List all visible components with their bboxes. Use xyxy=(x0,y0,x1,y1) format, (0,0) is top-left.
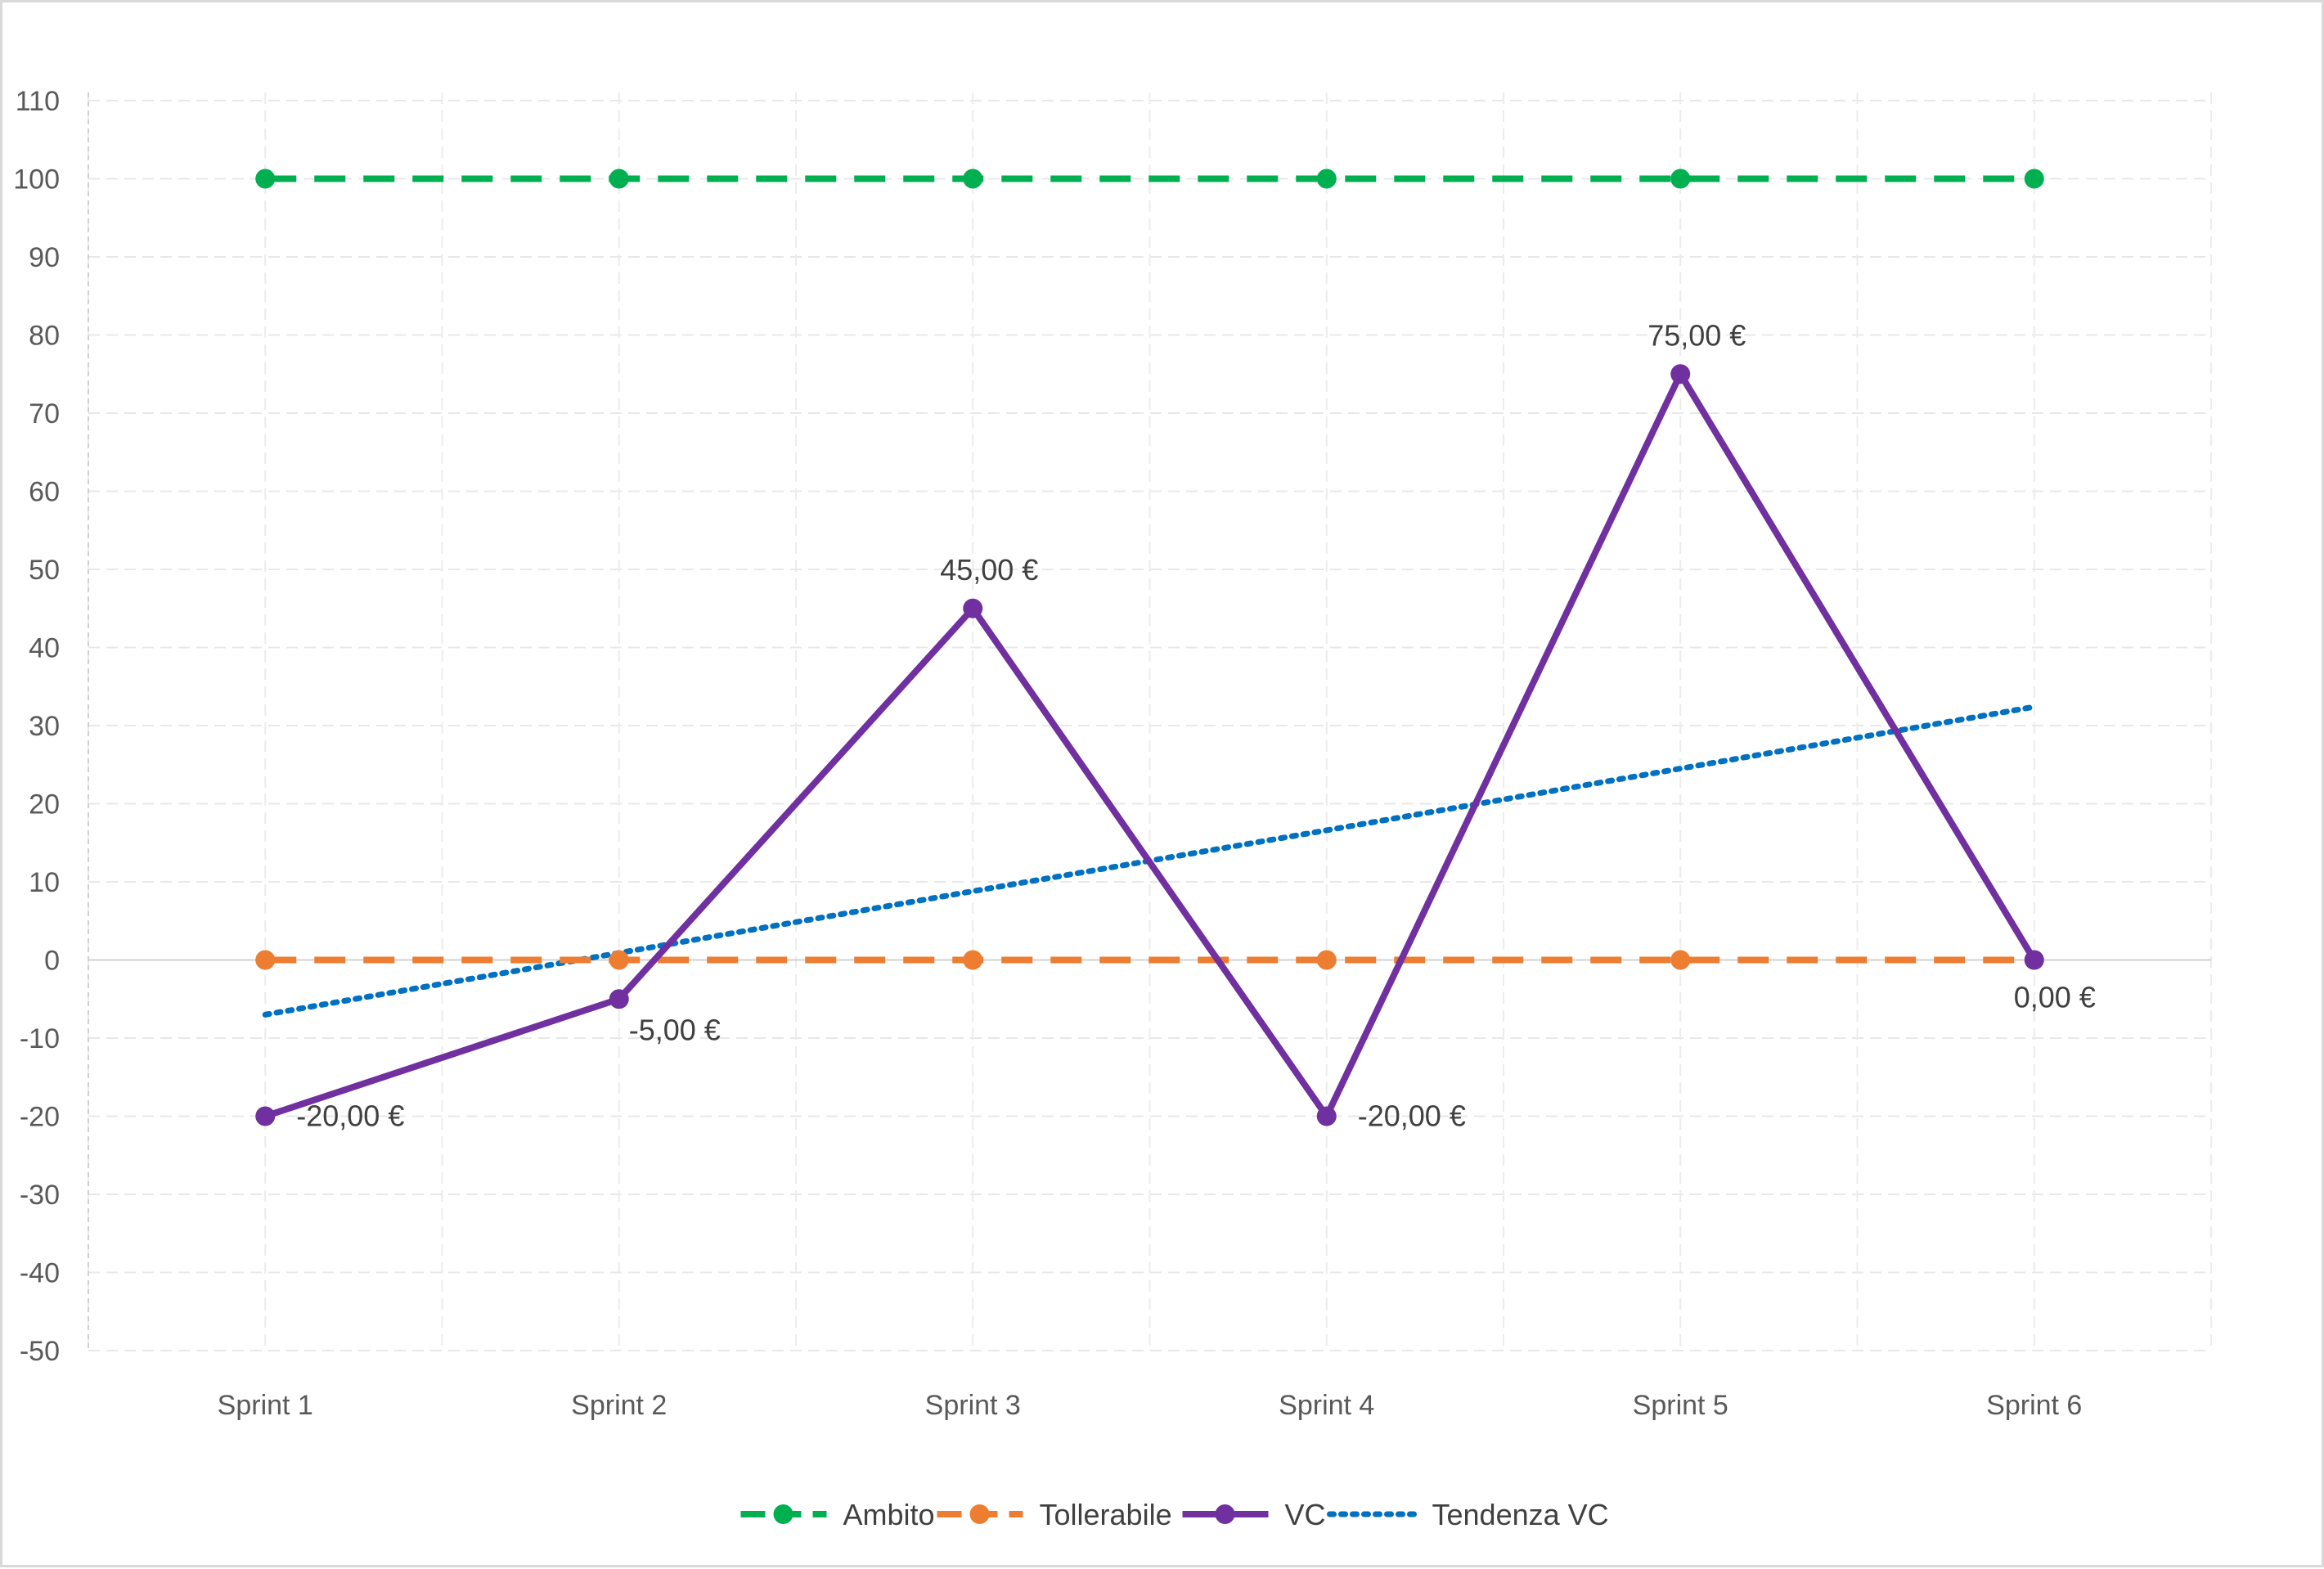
data-point xyxy=(609,950,629,970)
legend-label: Tendenza VC xyxy=(1432,1498,1609,1531)
y-tick-label: 110 xyxy=(16,86,60,117)
y-tick-label: 10 xyxy=(29,867,60,898)
legend-item-tollerabile: Tollerabile xyxy=(937,1498,1172,1531)
data-point xyxy=(1670,950,1691,970)
y-tick-label: -50 xyxy=(20,1336,60,1367)
y-tick-label: 0 xyxy=(44,946,60,977)
y-tick-label: 70 xyxy=(29,398,60,429)
data-point xyxy=(609,989,629,1009)
data-point xyxy=(255,169,276,189)
y-tick-label: 100 xyxy=(13,164,60,196)
y-tick-label: 40 xyxy=(29,633,60,664)
legend-label: Ambito xyxy=(843,1498,935,1531)
series-line-vc xyxy=(263,371,2038,1120)
data-point xyxy=(963,598,983,618)
legend-item-ambito: Ambito xyxy=(740,1498,935,1531)
axes: 1101009080706050403020100-10-20-30-40-50… xyxy=(13,86,2211,1421)
data-point xyxy=(255,950,276,970)
data-label: -20,00 € xyxy=(1358,1099,1466,1133)
data-label: 0,00 € xyxy=(2014,981,2096,1014)
data-point xyxy=(1316,950,1337,970)
legend-item-tendenza-vc: Tendenza VC xyxy=(1327,1498,1609,1531)
y-tick-label: 50 xyxy=(29,555,60,586)
data-point xyxy=(963,950,983,970)
legend-marker xyxy=(773,1504,793,1524)
data-labels: -20,00 € -5,00 € 45,00 € -20,00 € 75,00 € 0,0… xyxy=(296,318,2096,1132)
y-tick-label: 90 xyxy=(29,242,60,273)
data-point xyxy=(2024,950,2044,970)
y-tick-label: 60 xyxy=(29,477,60,508)
y-tick-label: 20 xyxy=(29,789,60,820)
data-point xyxy=(2024,169,2044,189)
y-tick-label: -30 xyxy=(20,1180,60,1211)
data-point xyxy=(1670,364,1691,384)
data-label: 45,00 € xyxy=(940,553,1038,587)
y-tick-label: -20 xyxy=(20,1102,60,1133)
data-label: -5,00 € xyxy=(629,1013,721,1046)
legend: Ambito Tollerabile VC Tendenza VC xyxy=(740,1498,1609,1531)
data-point xyxy=(609,169,629,189)
y-tick-label: 80 xyxy=(29,321,60,352)
data-point xyxy=(963,169,983,189)
legend-item-vc: VC xyxy=(1182,1498,1326,1531)
legend-label: Tollerabile xyxy=(1040,1498,1172,1531)
series xyxy=(255,169,2044,1126)
data-point xyxy=(255,1106,276,1126)
x-tick-label: Sprint 4 xyxy=(1279,1390,1374,1421)
x-tick-label: Sprint 6 xyxy=(1986,1390,2082,1421)
data-label: -20,00 € xyxy=(296,1099,404,1133)
data-point xyxy=(1316,1106,1337,1126)
legend-marker xyxy=(1215,1504,1235,1524)
y-tick-label: 30 xyxy=(29,711,60,742)
y-tick-label: -10 xyxy=(20,1023,60,1054)
data-point xyxy=(1316,169,1337,189)
data-label: 75,00 € xyxy=(1647,318,1746,352)
x-tick-label: Sprint 2 xyxy=(571,1390,667,1421)
x-tick-label: Sprint 1 xyxy=(218,1390,313,1421)
legend-marker xyxy=(969,1504,990,1524)
x-tick-label: Sprint 3 xyxy=(925,1390,1021,1421)
data-point xyxy=(1670,169,1691,189)
x-tick-label: Sprint 5 xyxy=(1633,1390,1728,1421)
legend-label: VC xyxy=(1285,1498,1326,1531)
y-tick-label: -40 xyxy=(20,1258,60,1289)
